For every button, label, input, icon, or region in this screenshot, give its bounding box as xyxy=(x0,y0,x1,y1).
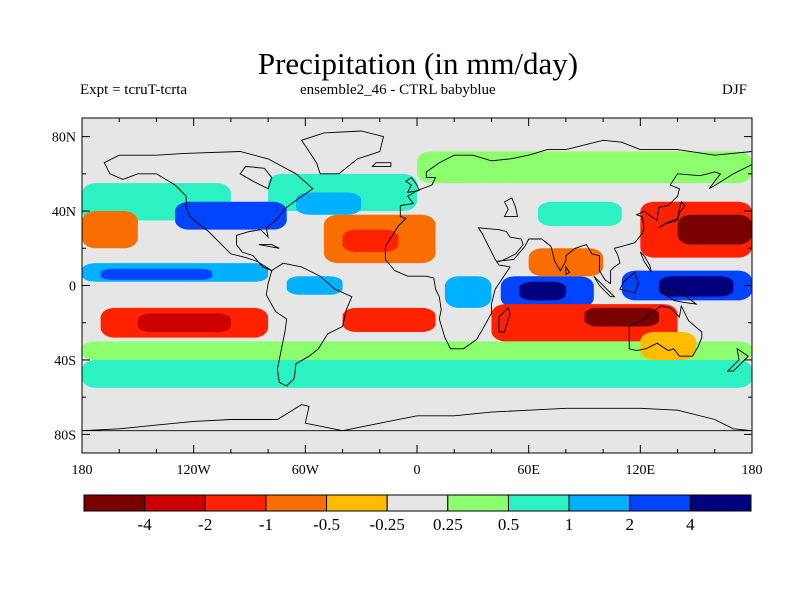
colorbar-label: 1 xyxy=(565,515,574,534)
colorbar-label: -1 xyxy=(259,515,273,534)
region-indian-ocean-core xyxy=(519,281,566,301)
region-amazon-moist xyxy=(286,276,343,295)
region-congo-moist xyxy=(444,276,492,308)
region-eq-east-pacific-core xyxy=(100,268,213,280)
colorbar-label: 2 xyxy=(625,515,634,534)
colorbar-swatch xyxy=(447,494,509,512)
colorbar-label: -0.25 xyxy=(369,515,404,534)
colorbar: -4 -2 -1 -0.5 -0.25 0.25 0.5 1 2 4 xyxy=(83,494,752,534)
coast-new-guinea xyxy=(660,286,698,305)
region-india-dry xyxy=(528,248,604,277)
region-n-atlantic-core xyxy=(296,192,362,215)
precip-regions xyxy=(82,151,752,388)
colorbar-swatch xyxy=(689,494,752,512)
colorbar-swatch xyxy=(629,494,691,512)
region-eurasia-north xyxy=(417,151,752,184)
region-n-america-midlat xyxy=(175,201,287,230)
colorbar-swatch xyxy=(265,494,328,512)
x-tick-label: 60E xyxy=(517,463,540,478)
colorbar-swatch xyxy=(386,494,449,512)
coast-greenland xyxy=(300,130,385,175)
coast-iceland xyxy=(371,162,392,167)
map-axes: 180 120W 60W 0 60E 120E 180 80N 40N 0 40S 80S xyxy=(52,118,763,478)
season-label: DJF xyxy=(722,82,748,98)
region-nw-pacific-dry-core xyxy=(677,214,752,245)
colorbar-swatch xyxy=(507,494,570,512)
colorbar-swatch xyxy=(204,494,267,512)
coast-south-america xyxy=(265,262,353,387)
coast-north-america xyxy=(103,151,314,272)
coastlines xyxy=(82,130,752,432)
coast-antarctica-coast xyxy=(82,404,752,432)
coast-philippines xyxy=(639,251,652,273)
x-tick-label: 180 xyxy=(72,463,93,478)
colorbar-swatch xyxy=(326,494,388,512)
colorbar-label: -0.5 xyxy=(313,515,340,534)
region-s-ocean-band xyxy=(82,359,752,388)
colorbar-label: -2 xyxy=(198,515,212,534)
region-s-pacific-dry-core xyxy=(137,313,231,333)
coast-caspian-sea xyxy=(503,197,519,218)
colorbar-label: -4 xyxy=(138,515,153,534)
coast-sumatra xyxy=(593,275,616,298)
x-tick-label: 180 xyxy=(742,463,763,478)
y-tick-label: 0 xyxy=(69,280,76,295)
region-w-pacific-core xyxy=(658,276,734,297)
coast-africa-eurasia xyxy=(384,139,752,350)
colorbar-swatch xyxy=(568,494,631,512)
colorbar-label: 0.25 xyxy=(433,515,463,534)
region-tibet-moist xyxy=(537,201,622,226)
experiment-label: Expt = tcruT-tcrta xyxy=(80,82,188,98)
coast-sri-lanka xyxy=(565,265,571,276)
coast-cuba xyxy=(258,244,280,249)
region-australia-dry xyxy=(640,332,697,360)
colorbar-swatch xyxy=(144,494,206,512)
region-s-atlantic-dry xyxy=(342,307,436,333)
coast-madagascar xyxy=(498,306,511,333)
colorbar-label: 0.5 xyxy=(498,515,519,534)
colorbar-label: 4 xyxy=(686,515,695,534)
region-s-ocean-band-2 xyxy=(82,341,752,360)
region-s-indian-dry-core xyxy=(584,307,659,327)
region-n-pacific-dry xyxy=(82,211,138,249)
ensemble-label: ensemble2_46 - CTRL babyblue xyxy=(300,82,496,98)
x-tick-label: 120W xyxy=(177,463,212,478)
y-tick-label: 40N xyxy=(52,205,76,220)
region-n-atlantic-dry-core xyxy=(342,229,399,252)
chart-title: Precipitation (in mm/day) xyxy=(257,46,579,81)
y-tick-label: 80N xyxy=(52,131,76,146)
coast-new-zealand xyxy=(726,347,750,372)
coast-borneo xyxy=(619,271,639,294)
y-tick-label: 80S xyxy=(54,428,76,443)
coast-hudson-bay xyxy=(239,165,273,190)
y-tick-label: 40S xyxy=(54,354,76,369)
x-tick-label: 60W xyxy=(292,463,320,478)
x-tick-label: 0 xyxy=(414,463,421,478)
coast-great-britain xyxy=(404,176,420,193)
coast-japan xyxy=(658,200,686,229)
colorbar-swatch xyxy=(83,494,146,512)
coast-australia xyxy=(628,304,703,357)
x-tick-label: 120E xyxy=(626,463,656,478)
